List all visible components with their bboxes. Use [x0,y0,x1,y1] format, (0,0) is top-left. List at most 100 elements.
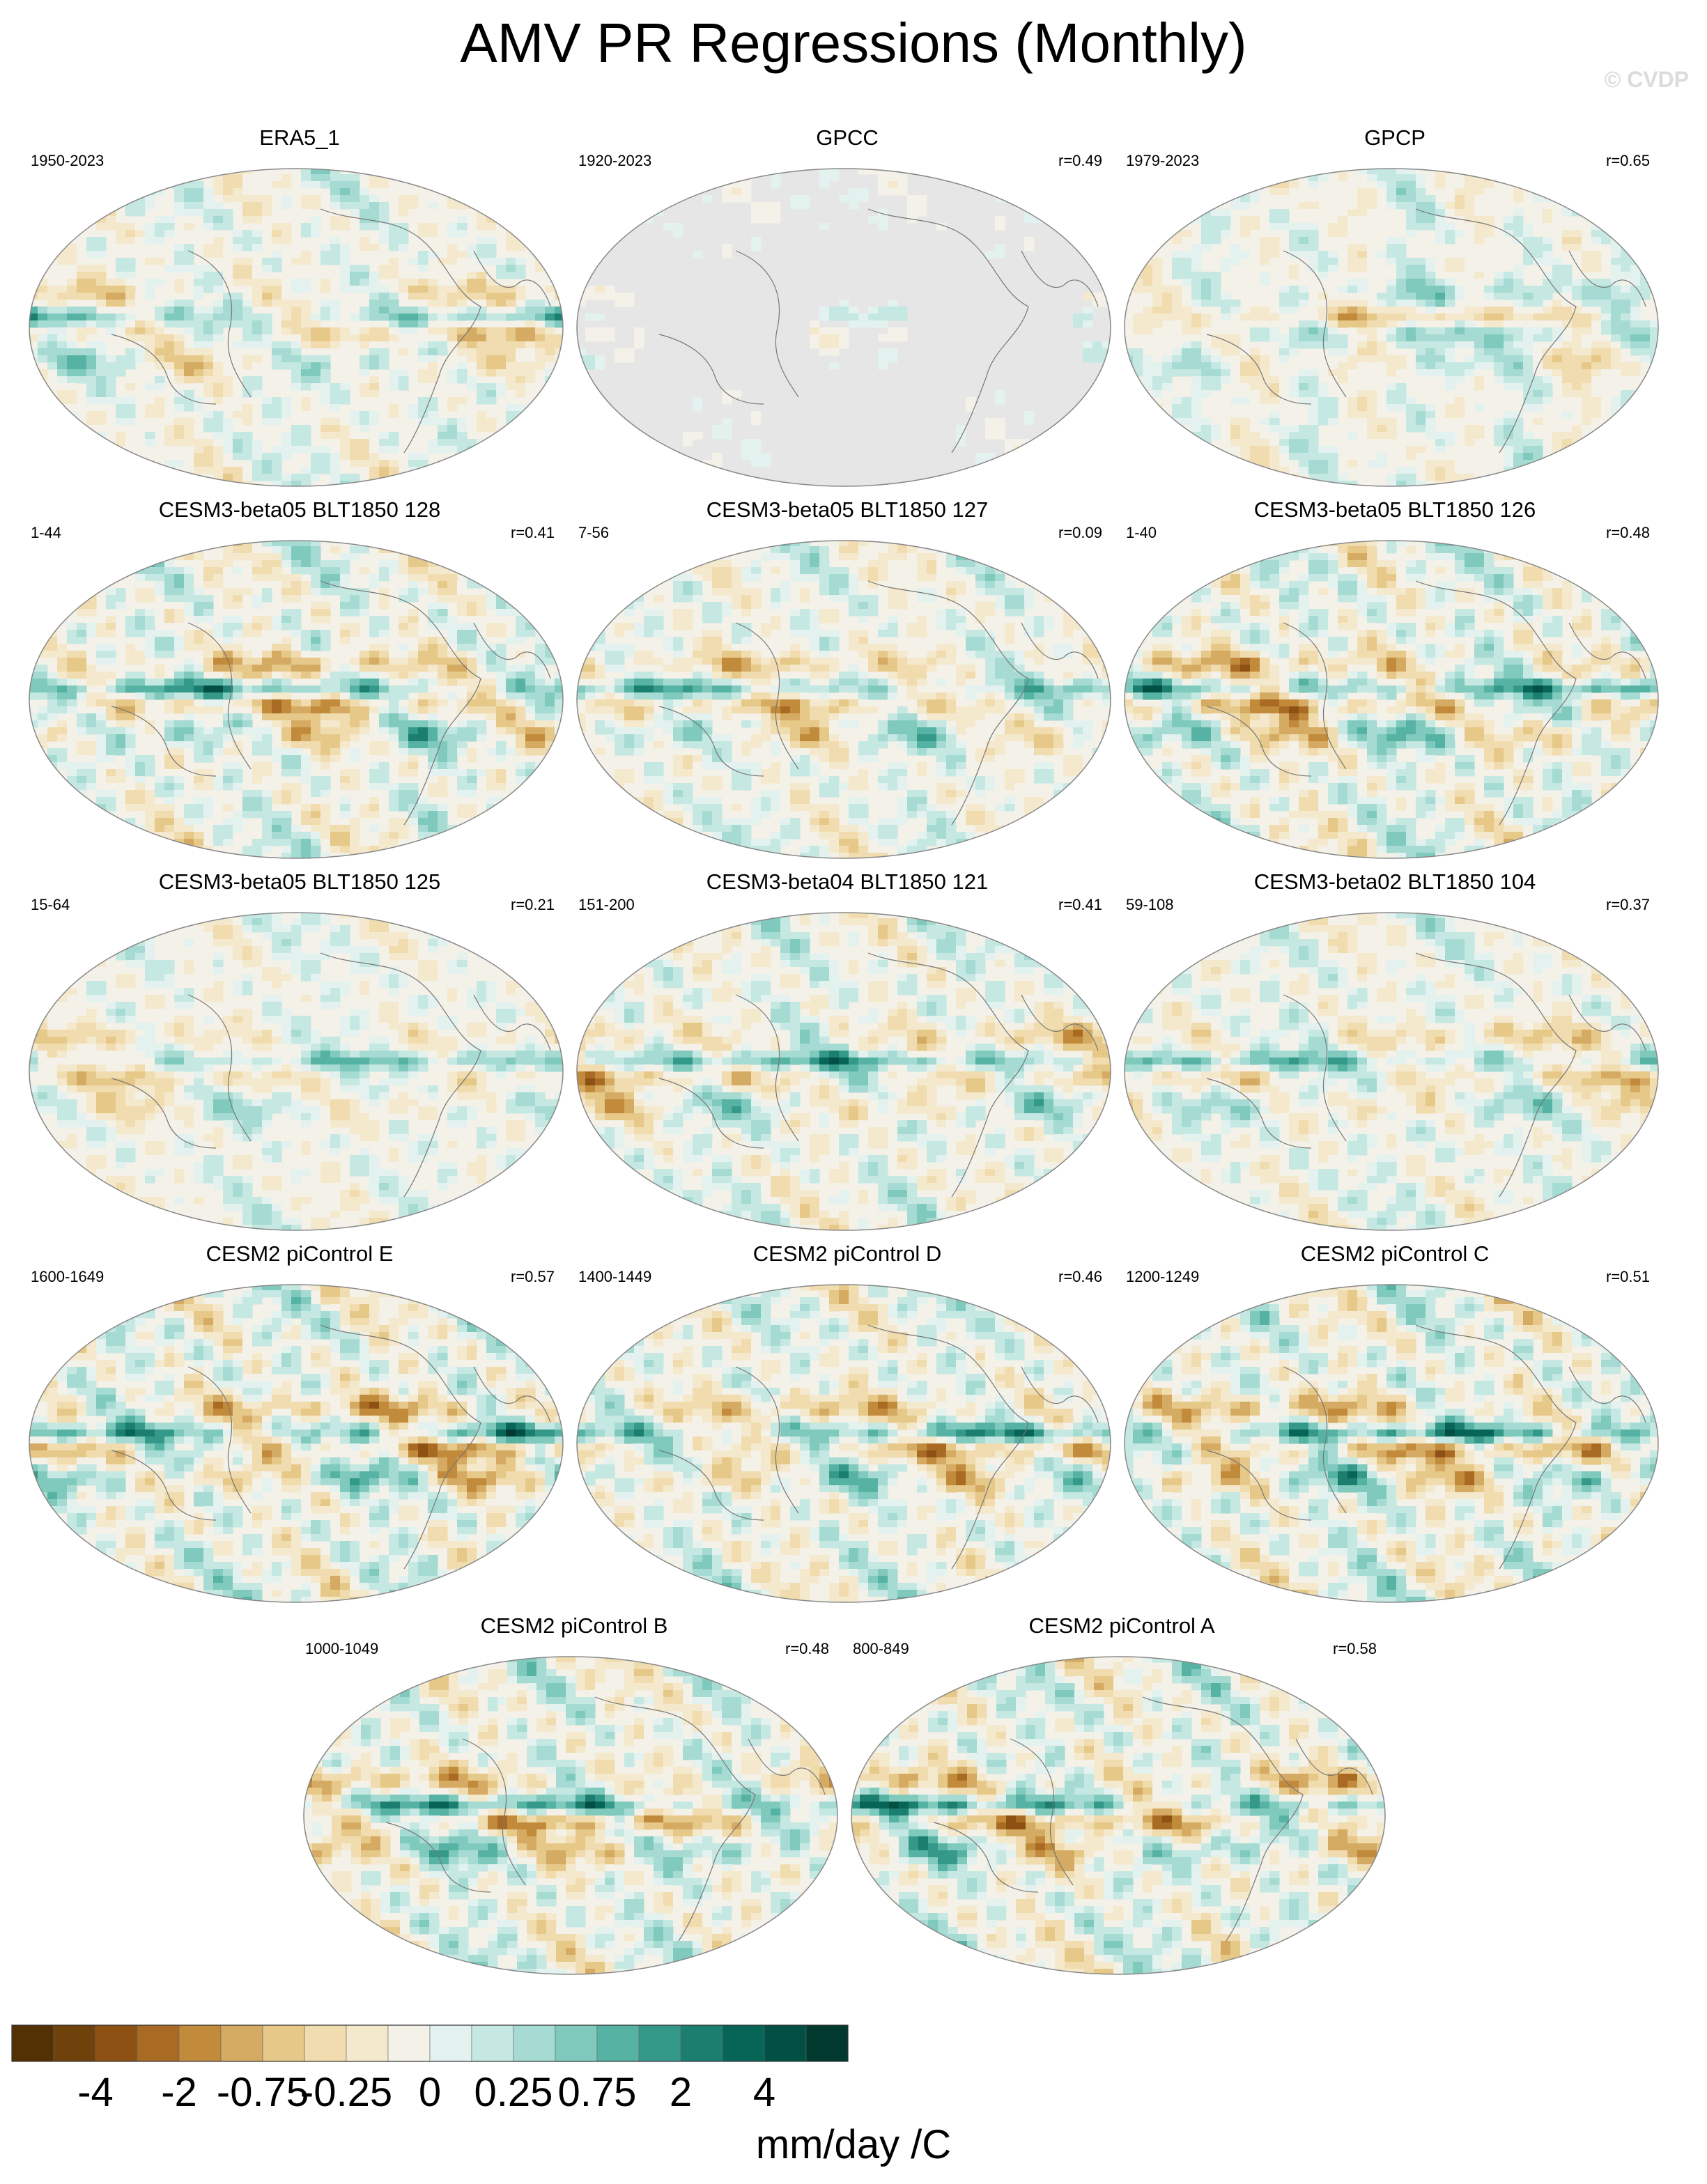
field-cell [155,376,165,384]
field-cell [673,230,683,238]
field-cell [1621,293,1631,300]
field-cell [1396,355,1407,363]
field-cell [223,474,233,481]
field-cell [320,348,331,356]
field-cell [350,686,360,693]
field-cell [1250,474,1260,481]
field-cell [320,411,331,419]
coastlines [658,208,1099,454]
field-cell [67,355,77,363]
field-cell [223,216,233,224]
field-cell [252,439,263,447]
field-cell [1435,474,1446,481]
field-cell [1426,327,1436,335]
field-cell [184,439,194,447]
field-cell [722,251,732,258]
field-cell [67,195,77,203]
field-cell [379,169,389,175]
field-cell [116,334,126,342]
field-cell [1201,244,1212,251]
field-cell [447,404,458,412]
field-cell [1552,209,1563,217]
field-cell [535,348,546,356]
field-cell [535,202,546,210]
field-cell [330,481,341,486]
field-cell [496,686,507,693]
field-cell [57,188,68,196]
field-cell [281,541,292,547]
field-cell [486,467,497,474]
field-cell [457,446,468,454]
field-cell [1367,425,1377,433]
field-cell [47,567,58,575]
field-cell [995,425,1005,433]
field-cell [399,588,409,596]
field-cell [1630,313,1641,321]
field-cell [125,334,136,342]
field-cell [1152,474,1163,481]
field-cell [233,362,243,370]
field-cell [1230,244,1241,251]
field-cell [1387,195,1397,203]
field-cell [1640,348,1651,356]
field-cell [525,174,536,182]
field-cell [242,320,253,328]
field-cell [486,644,497,651]
field-cell [1465,237,1475,245]
field-cell [223,623,233,630]
field-cell [428,313,438,321]
field-cell [1387,397,1397,405]
field-cell [369,223,380,231]
field-cell [1211,188,1221,196]
field-cell [1640,327,1651,335]
field-cell [1182,404,1192,412]
field-cell [213,223,224,231]
field-cell [555,567,563,575]
field-cell [145,541,155,547]
field-cell [496,460,507,467]
field-cell [96,272,107,279]
field-cell [106,174,116,182]
field-cell [1201,348,1212,356]
field-cell [106,202,116,210]
field-cell [320,672,331,679]
field-cell [233,230,243,238]
field-cell [438,181,448,189]
field-cell [1465,195,1475,203]
field-cell [164,541,175,547]
field-cell [1162,230,1173,238]
field-cell [389,567,399,575]
field-cell [320,609,331,617]
field-cell [1211,334,1221,342]
field-cell [535,686,546,693]
field-cell [1582,279,1592,286]
field-cell [1582,202,1592,210]
field-cell [223,425,233,433]
field-cell [47,341,58,349]
field-cell [223,369,233,377]
field-cell [1211,355,1221,363]
field-cell [712,453,723,460]
field-cell [477,174,487,182]
field-cell [1533,390,1543,398]
field-cell [379,644,389,651]
field-cell [1445,362,1455,370]
field-cell [1582,327,1592,335]
field-cell [1504,460,1514,467]
field-cell [301,679,311,686]
field-cell [184,432,194,440]
field-cell [1533,174,1543,182]
field-cell [516,686,526,693]
field-cell [1582,286,1592,293]
field-cell [428,237,438,245]
field-cell [545,169,555,175]
field-cell [486,546,497,554]
field-cell [1328,300,1338,307]
field-cell [1562,397,1573,405]
field-cell [164,644,175,651]
field-cell [379,686,389,693]
field-cell [1269,334,1280,342]
field-cell [194,265,204,272]
field-cell [1162,216,1173,224]
field-cell [57,679,68,686]
